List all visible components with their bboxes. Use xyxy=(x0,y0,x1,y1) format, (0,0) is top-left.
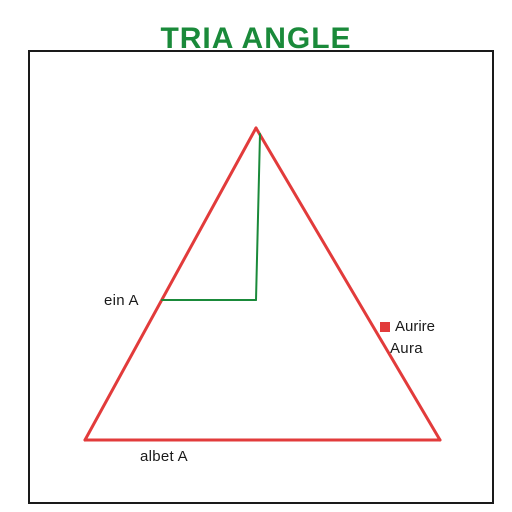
label-bottom: albet A xyxy=(140,448,188,465)
label-left-side: ein A xyxy=(104,292,139,309)
label-right-side: Aura xyxy=(390,340,423,357)
triangle-diagram xyxy=(0,0,512,512)
legend-text: Aurire xyxy=(395,318,435,335)
legend-swatch xyxy=(380,322,390,332)
legend: Aurire xyxy=(380,318,435,335)
